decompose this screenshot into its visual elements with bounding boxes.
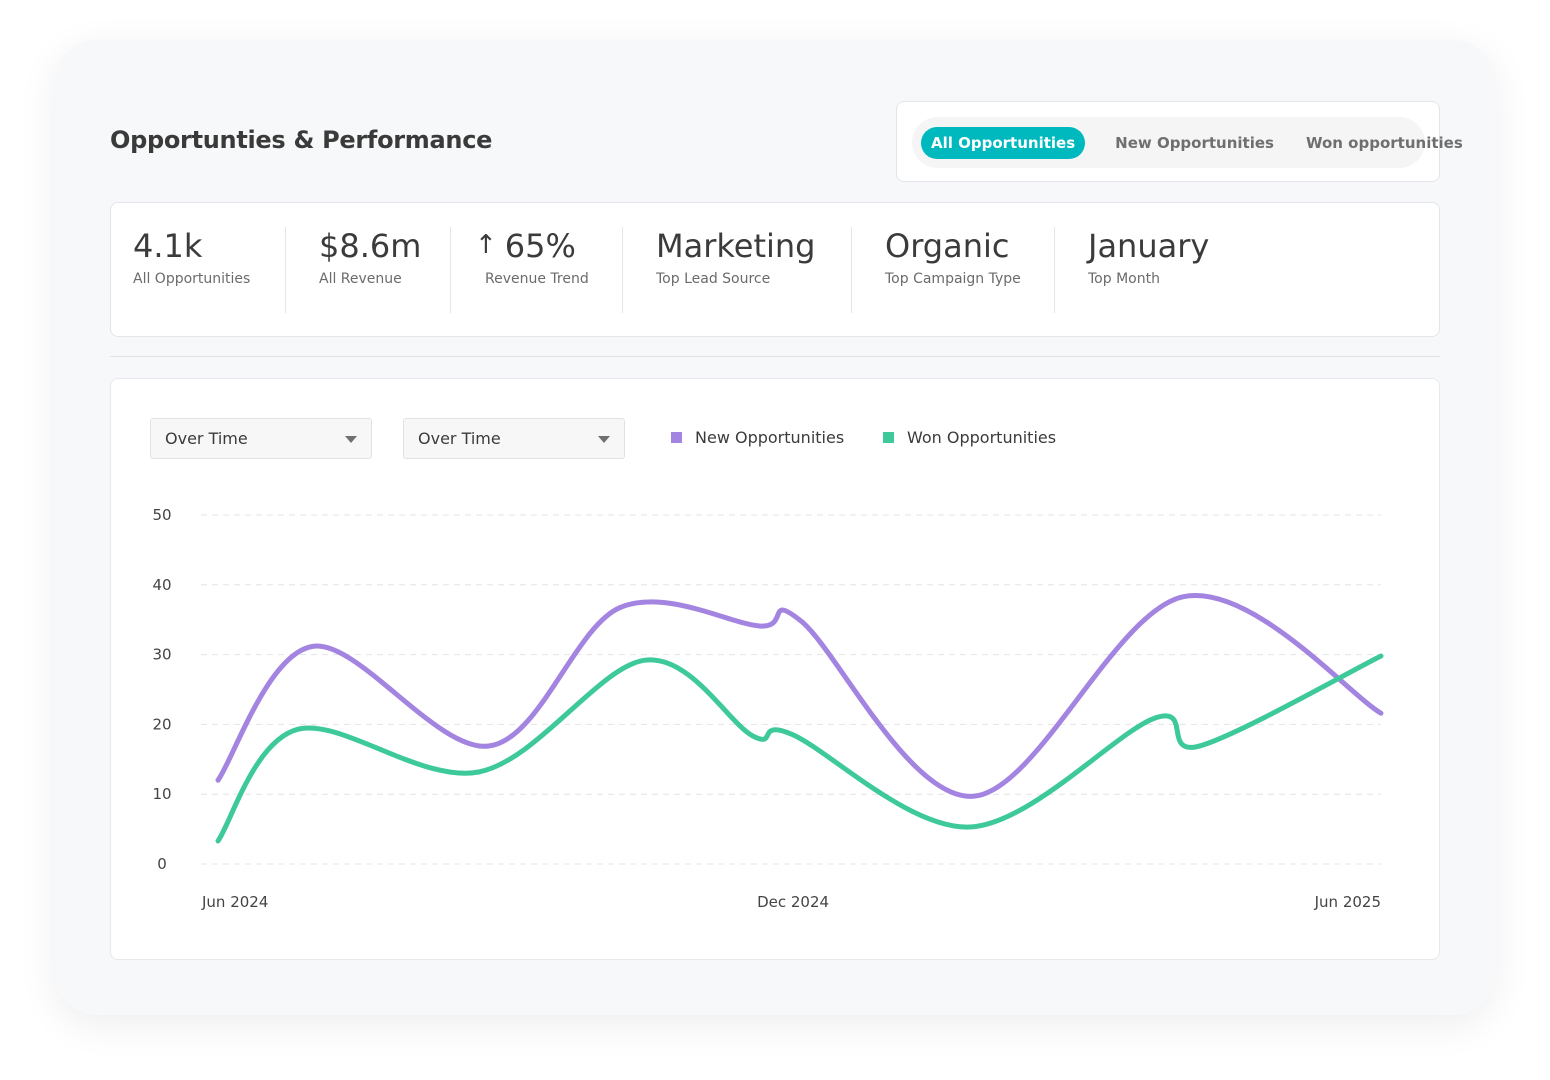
kpi-value: 4.1k xyxy=(133,227,203,265)
kpi-value: Marketing xyxy=(656,227,816,265)
y-tick-label: 50 xyxy=(152,506,171,524)
x-tick-label: Jun 2024 xyxy=(201,893,268,911)
legend-swatch xyxy=(671,432,682,443)
kpi-label: Top Campaign Type xyxy=(885,271,1021,287)
y-tick-label: 20 xyxy=(152,715,171,733)
x-tick-label: Dec 2024 xyxy=(757,893,829,911)
section-divider xyxy=(110,356,1440,357)
tab-bar: All Opportunities New Opportunities Won … xyxy=(896,101,1463,182)
metric-select-1[interactable]: Over Time xyxy=(150,418,372,459)
kpi-label: Top Month xyxy=(1088,271,1160,287)
kpi-value: 65% xyxy=(504,227,576,265)
kpi-value: January xyxy=(1088,227,1210,265)
kpi-label: Revenue Trend xyxy=(485,271,589,287)
kpi-divider xyxy=(851,227,852,313)
legend-label: Won Opportunities xyxy=(907,428,1057,447)
kpi-top-campaign-type: Organic Top Campaign Type xyxy=(885,227,1021,313)
chart-card: 0 10 20 30 40 50 Jun 2024 Dec 2024 Jun 2025 Over… xyxy=(110,378,1440,960)
kpi-panel: 4.1k All Opportunities $8.6m All Revenue… xyxy=(110,202,1440,337)
kpi-value: $8.6m xyxy=(319,227,422,265)
select-value: Over Time xyxy=(418,429,501,448)
kpi-divider xyxy=(285,227,286,313)
page-title: Opportunties & Performance xyxy=(110,126,493,154)
kpi-divider xyxy=(450,227,451,313)
line-chart: 0 10 20 30 40 50 Jun 2024 Dec 2024 Jun 2025 xyxy=(152,506,1384,911)
kpi-top-month: January Top Month xyxy=(1088,227,1209,313)
legend-label: New Opportunities xyxy=(695,428,845,447)
legend-won-opportunities[interactable]: Won Opportunities xyxy=(883,428,1056,447)
metric-select-2[interactable]: Over Time xyxy=(403,418,625,459)
y-tick-label: 30 xyxy=(152,646,171,664)
series-line-won-opportunities xyxy=(215,653,1384,844)
y-tick-label: 0 xyxy=(157,855,167,873)
kpi-divider xyxy=(1054,227,1055,313)
select-value: Over Time xyxy=(165,429,248,448)
caret-down-icon xyxy=(345,436,357,443)
kpi-top-lead-source: Marketing Top Lead Source xyxy=(656,227,815,313)
y-tick-label: 10 xyxy=(152,785,171,803)
series-line-new-opportunities xyxy=(215,592,1384,799)
kpi-label: All Revenue xyxy=(319,271,402,287)
kpi-value: Organic xyxy=(885,227,1010,265)
legend-new-opportunities[interactable]: New Opportunities xyxy=(671,428,844,447)
y-tick-label: 40 xyxy=(152,576,171,594)
kpi-label: All Opportunities xyxy=(133,271,251,287)
kpi-all-revenue: $8.6m All Revenue xyxy=(319,227,421,313)
arrow-up-icon: ↑ xyxy=(475,230,497,260)
caret-down-icon xyxy=(598,436,610,443)
tab-won-opportunities[interactable]: Won opportunities xyxy=(1305,133,1463,152)
kpi-revenue-trend: ↑ 65% Revenue Trend xyxy=(475,227,589,313)
kpi-divider xyxy=(622,227,623,313)
tab-all-opportunities[interactable]: All Opportunities xyxy=(921,126,1086,159)
tab-new-opportunities[interactable]: New Opportunities xyxy=(1115,133,1274,152)
x-tick-label: Jun 2025 xyxy=(1314,893,1381,911)
kpi-label: Top Lead Source xyxy=(656,271,771,287)
legend-swatch xyxy=(883,432,894,443)
kpi-all-opportunities: 4.1k All Opportunities xyxy=(133,227,250,313)
